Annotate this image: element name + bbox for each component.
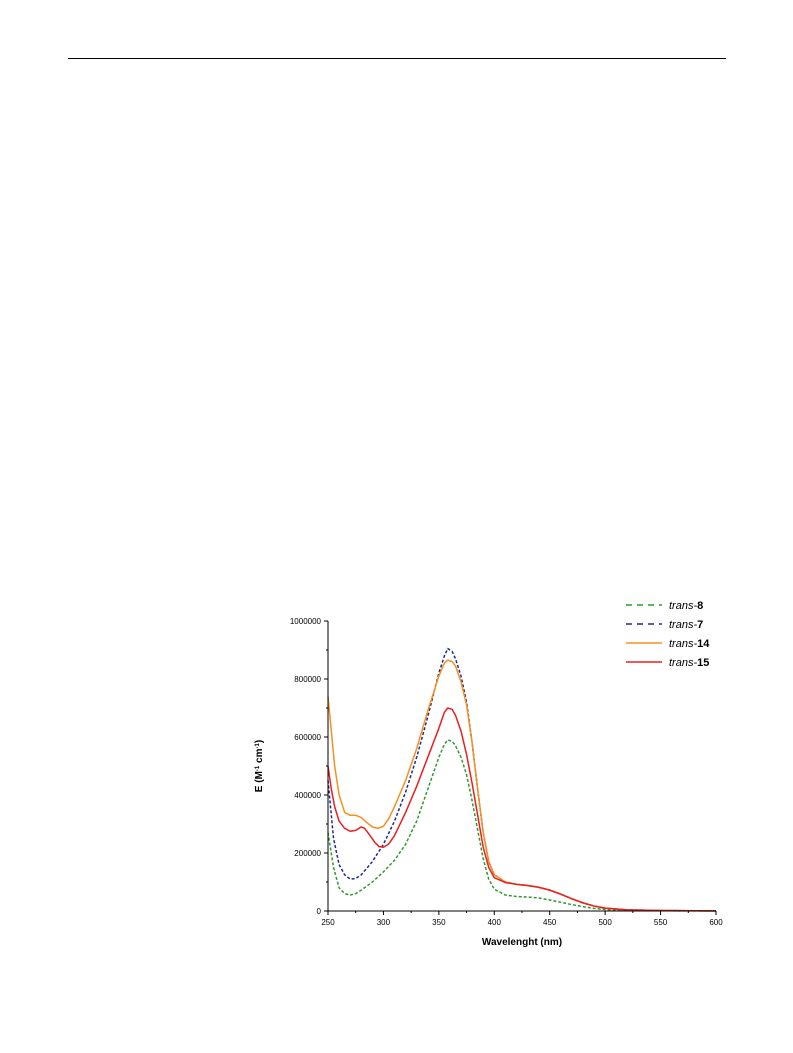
series-line-trans-7 [327, 647, 717, 912]
y-tick-label: 400000 [294, 791, 321, 800]
x-tick-label: 550 [654, 918, 668, 927]
y-tick-label: 1000000 [290, 617, 322, 626]
absorption-spectrum-figure: 250 300 350 400 450 500 550 600 0 200000 400000 60… [240, 585, 740, 970]
y-axis-label: E (M-1 cm-1) [254, 740, 265, 792]
x-tick-label: 500 [598, 918, 612, 927]
y-ticks: 0 200000 400000 600000 800000 1000000 [290, 617, 328, 916]
x-tick-label: 400 [488, 918, 502, 927]
y-axis-label-sup2: -1 [255, 743, 261, 749]
y-tick-label: 600000 [294, 733, 321, 742]
y-tick-label: 0 [317, 907, 322, 916]
legend-label-trans-14: trans-14 [669, 638, 710, 650]
legend: trans-8 trans-7 trans-14 trans-15 [626, 600, 710, 669]
y-axis-label-suffix: ) [254, 740, 265, 743]
x-tick-label: 300 [377, 918, 391, 927]
legend-label-trans-8: trans-8 [669, 600, 703, 612]
legend-label-trans-15: trans-15 [669, 657, 709, 669]
x-ticks: 250 300 350 400 450 500 550 600 [321, 911, 723, 927]
x-tick-label: 450 [543, 918, 557, 927]
series-line-trans-15 [327, 707, 717, 912]
y-tick-label: 800000 [294, 675, 321, 684]
series-line-trans-14 [327, 659, 717, 912]
y-axis-label-mid: cm [254, 748, 265, 765]
legend-label-trans-7: trans-7 [669, 619, 703, 631]
y-tick-label: 200000 [294, 849, 321, 858]
x-tick-label: 250 [321, 918, 335, 927]
series-line-trans-8 [327, 739, 717, 912]
x-tick-label: 350 [432, 918, 446, 927]
y-axis-label-prefix: E (M [254, 771, 265, 792]
y-axis-label-sup1: -1 [255, 765, 261, 771]
chart-svg: 250 300 350 400 450 500 550 600 0 200000 400000 60… [254, 600, 723, 948]
x-tick-label: 600 [709, 918, 723, 927]
header-rule [68, 58, 726, 59]
plot-lines [327, 647, 717, 912]
axes [327, 621, 716, 912]
x-axis-label: Wavelenght (nm) [482, 937, 562, 948]
